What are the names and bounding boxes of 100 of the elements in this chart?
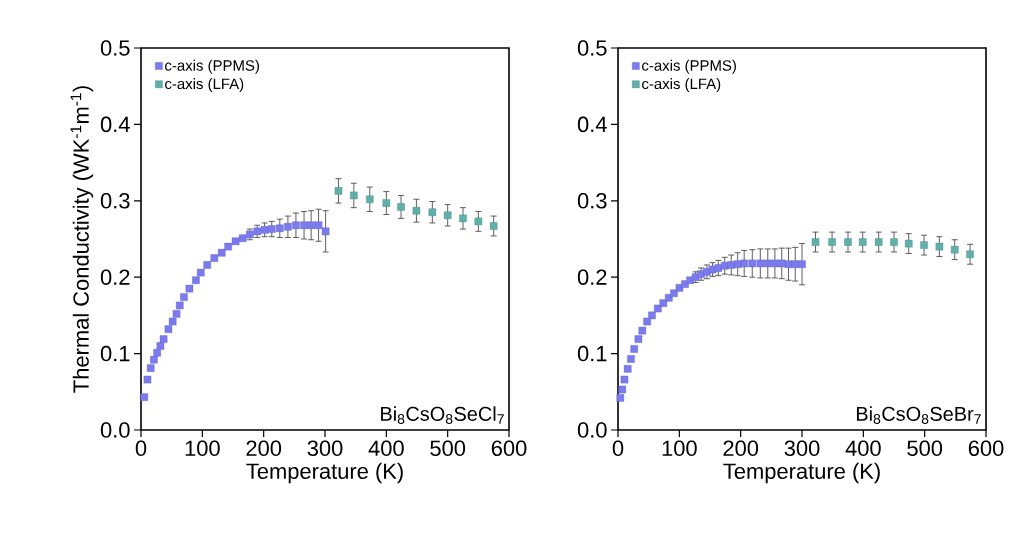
legend-label: c-axis (LFA) xyxy=(642,78,721,93)
y-tick-label: 0.5 xyxy=(577,40,607,56)
point xyxy=(618,385,626,394)
point xyxy=(620,375,629,384)
x-tick-label: 600 xyxy=(968,440,1004,457)
point xyxy=(890,238,898,246)
point xyxy=(156,342,165,350)
point xyxy=(764,259,772,268)
point xyxy=(811,238,820,246)
x-tick-label: 500 xyxy=(907,440,943,457)
point xyxy=(140,393,149,401)
point xyxy=(858,238,867,246)
point xyxy=(950,245,959,254)
point xyxy=(153,349,161,357)
x-axis-title: Temperature (K) xyxy=(723,462,880,484)
point xyxy=(224,242,232,251)
point xyxy=(935,242,944,251)
point xyxy=(164,325,173,333)
point xyxy=(844,238,852,246)
point xyxy=(172,310,181,318)
point xyxy=(276,224,284,233)
point xyxy=(412,206,421,215)
point xyxy=(238,234,247,242)
point xyxy=(778,259,786,268)
x-tick-label: 100 xyxy=(185,440,220,457)
point xyxy=(146,364,155,372)
y-tick-label: 0.2 xyxy=(100,269,130,285)
point xyxy=(307,221,315,229)
x-tick-label: 100 xyxy=(662,440,697,457)
point xyxy=(268,225,276,233)
point xyxy=(784,260,793,268)
point xyxy=(733,260,742,268)
point xyxy=(616,394,625,402)
point xyxy=(771,259,779,268)
point xyxy=(443,211,452,220)
point xyxy=(192,276,200,284)
legend-label: c-axis (PPMS) xyxy=(165,59,259,74)
y-tick-label: 0.4 xyxy=(100,116,130,133)
point xyxy=(231,237,240,246)
x-tick-label: 400 xyxy=(845,440,881,457)
point xyxy=(334,187,343,195)
annotation: Bi$_{8}$CsO$_{8}$SeCl$_{7}$ xyxy=(381,406,504,424)
y-tick-label: 0.0 xyxy=(577,422,607,438)
point xyxy=(159,335,168,343)
point xyxy=(176,301,184,310)
point xyxy=(740,259,748,268)
point xyxy=(300,221,308,229)
y-tick-label: 0.1 xyxy=(100,345,130,362)
point xyxy=(748,259,757,268)
point xyxy=(185,284,194,293)
y-tick-label: 0.0 xyxy=(100,422,130,438)
point xyxy=(150,355,158,364)
point xyxy=(659,299,668,307)
y-tick-label: 0.3 xyxy=(100,193,130,209)
point xyxy=(366,195,374,204)
y-axis-title: Thermal Conductivity (WK$^{-1}$m$^{-1}$) xyxy=(70,86,94,393)
point xyxy=(648,311,656,320)
point xyxy=(627,355,635,363)
point xyxy=(284,223,292,231)
point xyxy=(197,268,205,277)
x-tick-label: 400 xyxy=(368,440,404,457)
point xyxy=(314,221,323,229)
point xyxy=(638,326,647,335)
point xyxy=(350,191,358,200)
point xyxy=(210,254,219,262)
point xyxy=(260,226,269,234)
point xyxy=(966,250,974,259)
point xyxy=(321,227,330,236)
annotation: Bi$_{8}$CsO$_{8}$SeBr$_{7}$ xyxy=(856,406,981,424)
point xyxy=(459,214,467,223)
point xyxy=(630,345,638,353)
point xyxy=(791,260,800,268)
point xyxy=(489,222,498,230)
legend-label: c-axis (LFA) xyxy=(165,78,244,93)
point xyxy=(828,238,836,246)
x-tick-label: 200 xyxy=(723,440,759,457)
x-tick-label: 0 xyxy=(135,440,147,457)
point xyxy=(217,248,226,257)
x-axis-title: Temperature (K) xyxy=(246,462,403,484)
point xyxy=(904,239,913,248)
point xyxy=(168,317,177,326)
point xyxy=(874,238,883,246)
y-tick-label: 0.2 xyxy=(577,269,607,285)
point xyxy=(180,293,188,301)
x-tick-label: 0 xyxy=(612,440,624,457)
y-tick-label: 0.4 xyxy=(577,116,607,133)
x-tick-label: 500 xyxy=(430,440,466,457)
point xyxy=(292,221,300,229)
point xyxy=(382,199,391,207)
x-tick-label: 300 xyxy=(307,440,343,457)
point xyxy=(643,317,651,326)
y-tick-label: 0.5 xyxy=(100,40,130,56)
point xyxy=(397,203,405,211)
point xyxy=(920,241,928,249)
point xyxy=(143,375,152,384)
x-tick-label: 600 xyxy=(491,440,527,457)
point xyxy=(756,259,765,268)
x-tick-label: 300 xyxy=(784,440,820,457)
point xyxy=(474,217,483,226)
point xyxy=(203,261,211,269)
